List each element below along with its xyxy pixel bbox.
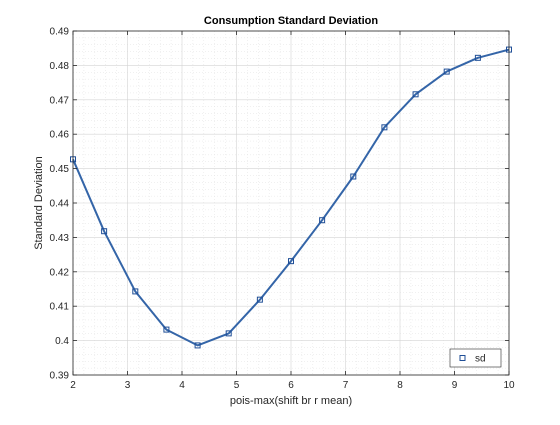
data-point-marker — [225, 330, 232, 337]
legend: sd — [449, 348, 502, 368]
legend-label-sd: sd — [475, 354, 486, 365]
y-tick-label: 0.45 — [50, 164, 70, 175]
y-axis-label: Standard Deviation — [33, 156, 45, 250]
y-tick-label: 0.39 — [50, 371, 70, 382]
major-grid — [72, 30, 510, 376]
data-point-marker — [256, 296, 263, 303]
x-tick-label: 3 — [125, 380, 131, 391]
x-tick-label: 8 — [397, 380, 403, 391]
legend-marker-sd — [459, 355, 466, 361]
x-axis-label: pois-max(shift br r mean) — [230, 395, 352, 407]
y-tick-label: 0.43 — [50, 233, 70, 244]
data-point-marker — [381, 124, 388, 131]
y-tick-label: 0.44 — [50, 199, 70, 210]
x-tick-label: 5 — [234, 380, 240, 391]
data-point-marker — [443, 68, 450, 75]
y-tick-label: 0.42 — [50, 267, 70, 278]
data-point-marker — [412, 91, 419, 98]
data-point-marker — [319, 217, 326, 224]
x-tick-label: 9 — [452, 380, 458, 391]
data-point-marker — [350, 173, 357, 180]
y-tick-label: 0.4 — [55, 336, 69, 347]
x-tick-label: 10 — [503, 380, 515, 391]
x-tick-label: 7 — [343, 380, 349, 391]
chart-title: Consumption Standard Deviation — [204, 15, 378, 27]
x-tick-label: 4 — [179, 380, 185, 391]
data-point-marker — [163, 326, 170, 333]
y-tick-label: 0.47 — [50, 95, 70, 106]
x-tick-label: 2 — [70, 380, 76, 391]
y-axis-ticks: 0.39 0.4 0.41 0.42 0.43 0.44 0.45 0.46 0.47 0.48 0… — [50, 27, 509, 382]
data-point-marker — [288, 258, 294, 265]
x-tick-label: 6 — [288, 380, 294, 391]
data-point-marker — [194, 342, 201, 349]
series-line-sd — [72, 48, 510, 347]
y-tick-label: 0.48 — [50, 61, 70, 72]
legend-box — [449, 348, 502, 368]
y-tick-label: 0.41 — [50, 302, 70, 313]
y-tick-label: 0.46 — [50, 130, 70, 141]
data-point-marker — [101, 228, 108, 235]
data-point-marker — [474, 54, 481, 61]
data-point-marker — [132, 288, 139, 295]
y-tick-label: 0.49 — [50, 27, 70, 38]
x-axis-ticks: 2 3 4 5 6 7 8 9 10 — [70, 31, 515, 391]
